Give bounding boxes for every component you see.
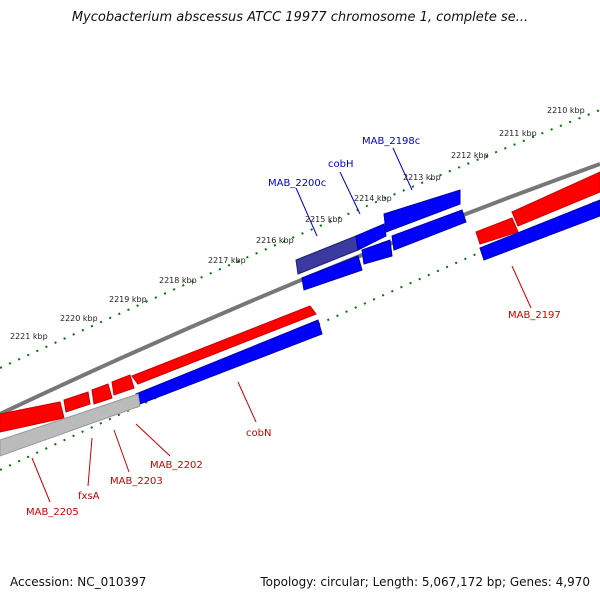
gene-arrow-next-forward[interactable]	[511, 171, 600, 227]
backbone-line	[0, 162, 600, 416]
leader-MAB_2197	[511, 265, 532, 309]
gene-label-cobN[interactable]: cobN	[246, 428, 271, 439]
gene-arrow-MAB_2203[interactable]	[91, 383, 113, 405]
scale-labels: 2210 kbp 2211 kbp 2212 kbp 2213 kbp 2214…	[10, 106, 585, 341]
gene-arrow-cobN[interactable]	[131, 305, 317, 385]
tick-label: 2221 kbp	[10, 332, 48, 341]
gene-arrow-MAB_2205[interactable]	[0, 401, 65, 433]
tick-label: 2213 kbp	[403, 173, 441, 182]
page-title: Mycobacterium abscessus ATCC 19977 chrom…	[71, 10, 529, 25]
gene-arrow-cobH[interactable]	[355, 223, 387, 251]
tick-label: 2210 kbp	[547, 106, 585, 115]
gene-arrow-reverse-right[interactable]	[479, 199, 600, 261]
tick-label: 2217 kbp	[208, 256, 246, 265]
leader-MAB_2198c	[392, 147, 413, 191]
gene-label-MAB_2205[interactable]: MAB_2205	[26, 507, 79, 518]
leader-fxsA	[87, 437, 93, 487]
leader-cobN	[237, 381, 257, 423]
gene-label-MAB_2198c[interactable]: MAB_2198c	[362, 136, 420, 147]
gene-arrow-reverse-lower-2[interactable]	[361, 239, 393, 265]
gene-label-MAB_2200c[interactable]: MAB_2200c	[268, 178, 326, 189]
gene-arrow-MAB_2202[interactable]	[111, 374, 135, 396]
tick-label: 2211 kbp	[499, 129, 537, 138]
forward-strand-track	[0, 171, 600, 433]
gene-label-MAB_2197[interactable]: MAB_2197	[508, 310, 561, 321]
leader-MAB_2200c	[295, 187, 318, 237]
gene-arrow-fxsA[interactable]	[63, 391, 91, 413]
leader-cobH	[339, 171, 361, 215]
gene-label-MAB_2203[interactable]: MAB_2203	[110, 476, 163, 487]
gene-label-fxsA[interactable]: fxsA	[78, 491, 100, 502]
genome-summary: Topology: circular; Length: 5,067,172 bp…	[260, 575, 590, 589]
gene-label-cobH[interactable]: cobH	[328, 159, 353, 170]
tick-label: 2218 kbp	[159, 276, 197, 285]
outer-scale-line	[0, 109, 600, 369]
tick-label: 2216 kbp	[256, 236, 294, 245]
leader-MAB_2202	[135, 423, 171, 457]
gene-arrow-MAB_2198c[interactable]	[383, 189, 461, 233]
gene-arrow-reverse-lower-1[interactable]	[301, 255, 363, 291]
gene-arrow-MAB_2197[interactable]	[475, 217, 519, 245]
gene-leader-lines	[31, 147, 532, 503]
reverse-strand-track	[0, 189, 600, 457]
gene-arrow-cobN-shadow	[135, 319, 323, 405]
tick-label: 2214 kbp	[354, 194, 392, 203]
gene-arrow-reverse-lower-3[interactable]	[391, 209, 467, 251]
gene-label-MAB_2202[interactable]: MAB_2202	[150, 460, 203, 471]
tick-label: 2220 kbp	[60, 314, 98, 323]
tick-label: 2215 kbp	[305, 215, 343, 224]
tick-label: 2212 kbp	[451, 151, 489, 160]
leader-MAB_2203	[113, 429, 130, 473]
leader-MAB_2205	[31, 457, 51, 503]
accession-label: Accession: NC_010397	[10, 575, 147, 589]
gene-labels: MAB_2198c cobH MAB_2200c MAB_2197 cobN M…	[26, 136, 561, 518]
gap-segment-left	[0, 393, 141, 457]
tick-label: 2219 kbp	[109, 295, 147, 304]
